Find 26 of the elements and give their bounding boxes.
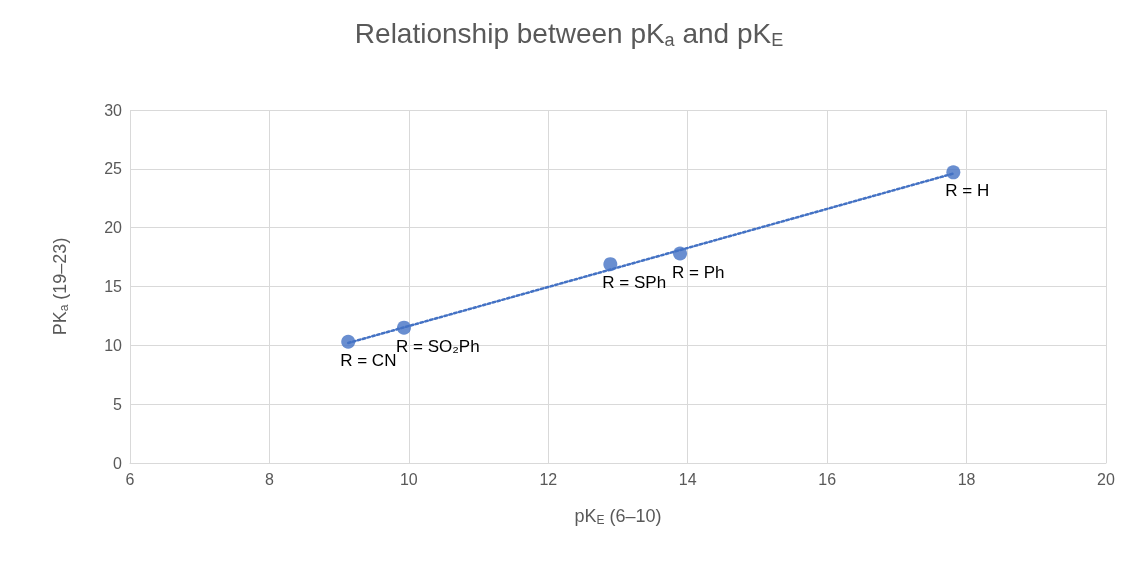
annotation: R = SPh <box>602 273 667 293</box>
y-tick-label: 25 <box>104 160 123 178</box>
annotation: R = CN <box>340 350 397 370</box>
point <box>673 246 688 261</box>
y-tick-label: 20 <box>104 219 123 237</box>
x-tick-label: 10 <box>399 470 418 488</box>
x-tick-label: 6 <box>125 470 135 488</box>
x-tick-label: 20 <box>1097 470 1115 488</box>
annotation: R = Ph <box>672 262 725 282</box>
x-tick-label: 18 <box>957 470 976 488</box>
point <box>396 320 411 335</box>
x-tick-label: 16 <box>818 470 837 488</box>
y-tick-label: 0 <box>113 454 123 472</box>
y-tick-label: 15 <box>104 278 123 295</box>
x-tick-label: 8 <box>264 470 274 488</box>
point <box>603 257 618 272</box>
point <box>341 334 356 349</box>
y-tick-label: 5 <box>113 395 123 413</box>
annotation: R = SO₂Ph <box>395 336 480 356</box>
annotation: R = H <box>945 181 990 201</box>
y-tick-label: 10 <box>104 336 123 354</box>
point <box>946 165 961 180</box>
x-tick-label: 14 <box>678 470 697 488</box>
x-tick-label: 12 <box>539 470 558 488</box>
y-axis-title: PKa (19–23) <box>49 237 71 336</box>
y-tick-label: 30 <box>104 101 123 119</box>
